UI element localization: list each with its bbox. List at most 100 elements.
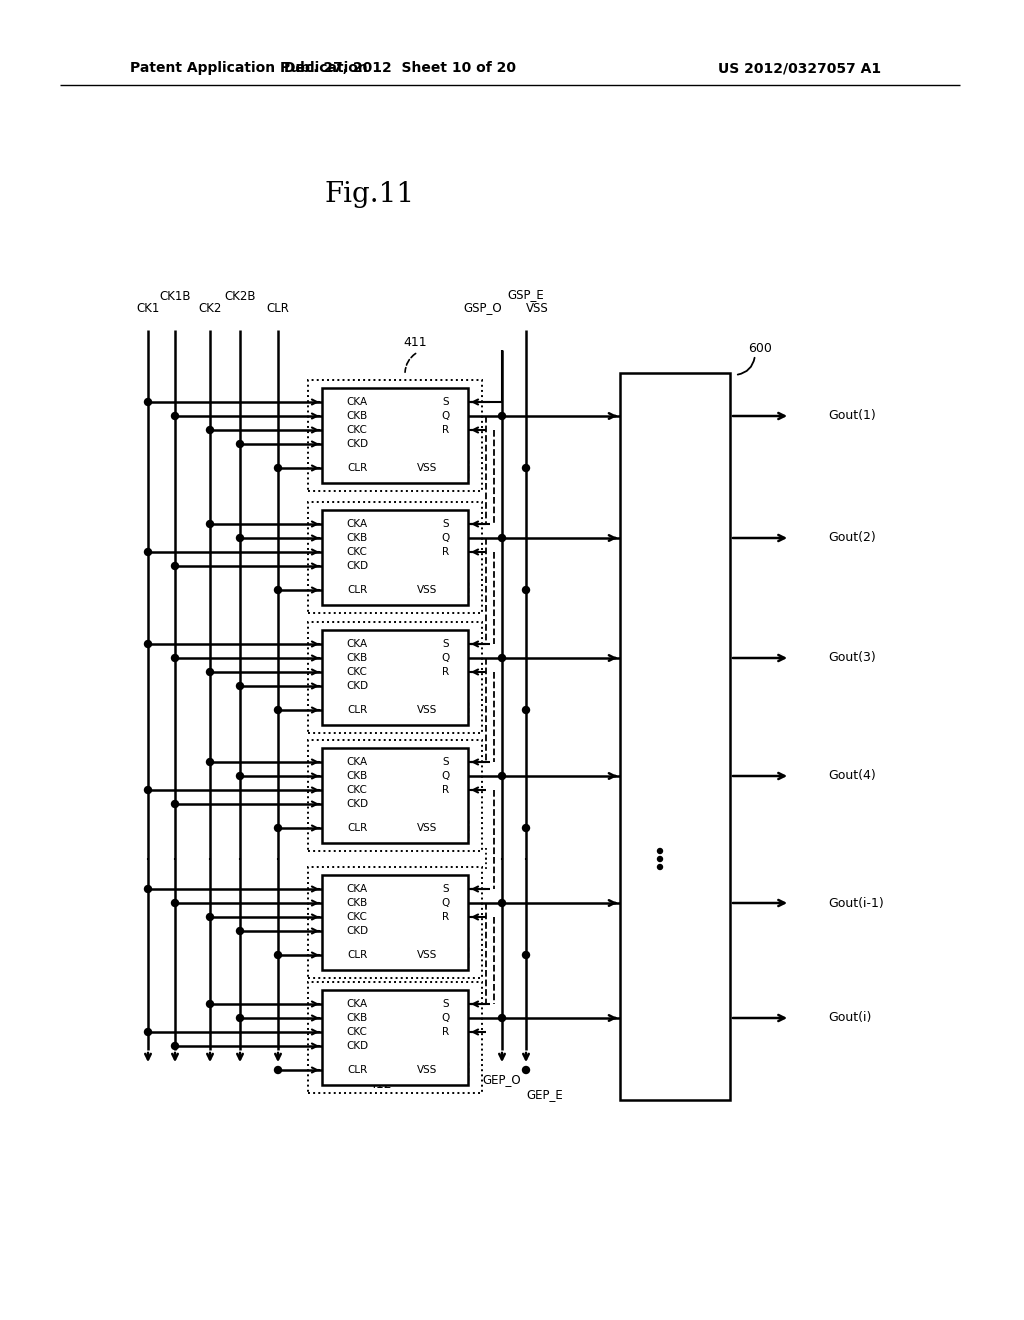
- Text: CLR: CLR: [347, 585, 368, 595]
- Bar: [322, 510, 468, 605]
- Text: S: S: [442, 397, 450, 407]
- Text: CKB: CKB: [346, 653, 368, 663]
- Text: CKC: CKC: [346, 546, 368, 557]
- Bar: [387, 946, 468, 965]
- Bar: [322, 748, 468, 843]
- Text: GSP_O: GSP_O: [464, 301, 502, 314]
- Text: R: R: [442, 425, 450, 436]
- Text: CLR: CLR: [347, 1065, 368, 1074]
- Text: Patent Application Publication: Patent Application Publication: [130, 61, 368, 75]
- Text: Q: Q: [442, 898, 451, 908]
- Circle shape: [237, 928, 244, 935]
- Text: R: R: [442, 667, 450, 677]
- Bar: [308, 380, 482, 491]
- Text: Gout(3): Gout(3): [828, 652, 876, 664]
- Text: CKA: CKA: [346, 884, 368, 894]
- Text: Gout(4): Gout(4): [828, 770, 876, 783]
- Text: VSS: VSS: [417, 950, 437, 960]
- Bar: [387, 702, 468, 719]
- Text: CKD: CKD: [346, 1041, 368, 1051]
- Text: Q: Q: [442, 411, 451, 421]
- Bar: [387, 820, 468, 838]
- Text: VSS: VSS: [417, 585, 437, 595]
- Text: CKD: CKD: [346, 927, 368, 936]
- Text: CK2: CK2: [199, 301, 221, 314]
- Text: VSS: VSS: [417, 705, 437, 715]
- Text: CKA: CKA: [346, 397, 368, 407]
- Text: GEP_O: GEP_O: [482, 1073, 521, 1086]
- Text: CLR: CLR: [347, 822, 368, 833]
- Circle shape: [207, 759, 213, 766]
- Text: CKB: CKB: [346, 898, 368, 908]
- Circle shape: [144, 549, 152, 556]
- Text: CKA: CKA: [346, 519, 368, 529]
- Text: Gout(2): Gout(2): [828, 532, 876, 544]
- Circle shape: [171, 899, 178, 907]
- Text: R: R: [442, 546, 450, 557]
- Text: Q: Q: [442, 771, 451, 781]
- Bar: [308, 741, 482, 851]
- Circle shape: [237, 441, 244, 447]
- Bar: [308, 622, 482, 733]
- Circle shape: [171, 655, 178, 661]
- Text: CKA: CKA: [346, 756, 368, 767]
- Circle shape: [274, 706, 282, 714]
- Circle shape: [171, 562, 178, 569]
- Circle shape: [522, 706, 529, 714]
- Circle shape: [499, 535, 506, 541]
- Circle shape: [237, 772, 244, 780]
- Circle shape: [207, 1001, 213, 1007]
- Circle shape: [207, 913, 213, 920]
- Bar: [308, 502, 482, 612]
- Text: S: S: [442, 519, 450, 529]
- Circle shape: [499, 1015, 506, 1022]
- Text: CKB: CKB: [346, 411, 368, 421]
- Bar: [322, 388, 468, 483]
- Text: CKC: CKC: [346, 912, 368, 921]
- Circle shape: [274, 825, 282, 832]
- Circle shape: [144, 399, 152, 405]
- Circle shape: [237, 535, 244, 541]
- Text: CK1: CK1: [136, 301, 160, 314]
- Text: Q: Q: [442, 533, 451, 543]
- Circle shape: [207, 426, 213, 433]
- Circle shape: [499, 772, 506, 780]
- Text: S: S: [442, 884, 450, 894]
- Circle shape: [522, 586, 529, 594]
- Text: CKC: CKC: [346, 1027, 368, 1038]
- Text: CLR: CLR: [266, 301, 290, 314]
- Circle shape: [522, 825, 529, 832]
- Text: CKB: CKB: [346, 533, 368, 543]
- Circle shape: [499, 412, 506, 420]
- Text: US 2012/0327057 A1: US 2012/0327057 A1: [719, 61, 882, 75]
- Circle shape: [274, 465, 282, 471]
- Text: CKC: CKC: [346, 667, 368, 677]
- Text: CKD: CKD: [346, 799, 368, 809]
- Text: CKC: CKC: [346, 425, 368, 436]
- Text: CKB: CKB: [346, 1012, 368, 1023]
- Circle shape: [657, 865, 663, 870]
- Circle shape: [274, 952, 282, 958]
- Text: CKA: CKA: [346, 999, 368, 1008]
- Text: CK1B: CK1B: [160, 289, 190, 302]
- Text: Gout(i-1): Gout(i-1): [828, 896, 884, 909]
- Text: VSS: VSS: [417, 1065, 437, 1074]
- Circle shape: [274, 586, 282, 594]
- Text: CLR: CLR: [347, 463, 368, 473]
- Circle shape: [274, 1067, 282, 1073]
- Text: S: S: [442, 756, 450, 767]
- Text: VSS: VSS: [417, 463, 437, 473]
- Text: GEP_E: GEP_E: [526, 1089, 563, 1101]
- Circle shape: [522, 465, 529, 471]
- Text: R: R: [442, 912, 450, 921]
- Circle shape: [499, 899, 506, 907]
- Circle shape: [499, 655, 506, 661]
- Bar: [322, 630, 468, 725]
- Circle shape: [144, 787, 152, 793]
- Text: CK2B: CK2B: [224, 289, 256, 302]
- Circle shape: [144, 1028, 152, 1035]
- Bar: [308, 867, 482, 978]
- Text: 411: 411: [403, 335, 427, 348]
- Circle shape: [522, 1067, 529, 1073]
- Text: 412: 412: [369, 1078, 392, 1092]
